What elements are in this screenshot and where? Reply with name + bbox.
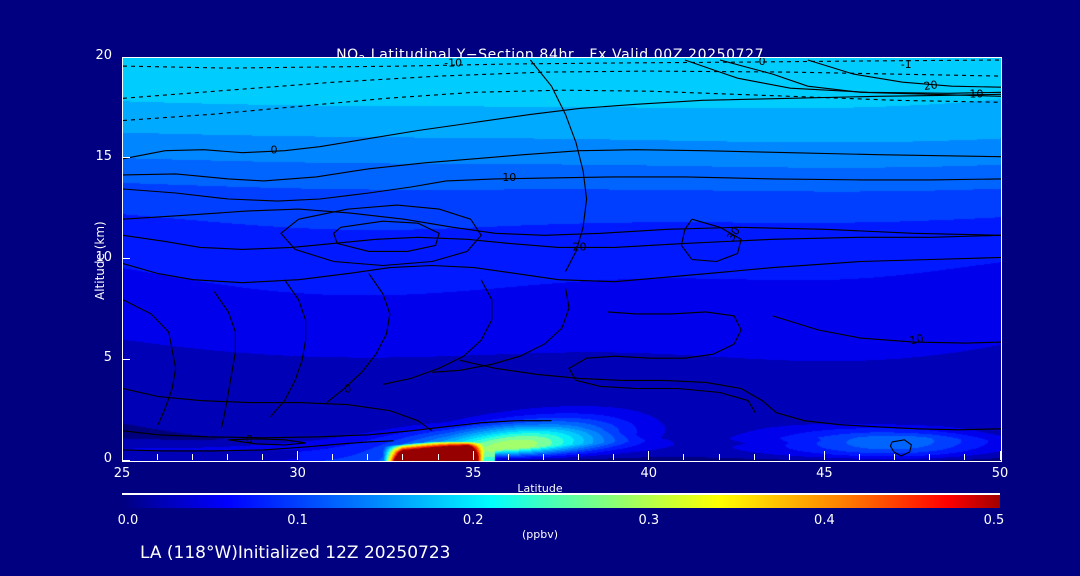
x-axis-tick xyxy=(367,454,369,460)
colorbar-tick-label: 0.1 xyxy=(287,513,308,528)
contour-line xyxy=(123,387,433,432)
contour-line xyxy=(382,279,493,385)
x-axis-title: Latitude xyxy=(517,482,563,495)
x-axis-tick xyxy=(823,451,825,460)
contour-label: 20 xyxy=(573,240,587,253)
concentration-field xyxy=(123,58,1001,461)
footer-caption: LA (118°W)Initialized 12Z 20250723 xyxy=(140,543,451,563)
contour-line-negative xyxy=(123,70,1001,99)
x-axis-tick xyxy=(261,454,263,460)
y-axis-tick-label: 20 xyxy=(95,48,112,63)
x-axis-tick-label: 25 xyxy=(113,466,131,481)
contour-line xyxy=(123,299,177,425)
x-axis-tick-label: 45 xyxy=(816,466,833,481)
x-axis-tick xyxy=(648,451,650,460)
contour-line xyxy=(529,59,588,272)
contour-line xyxy=(270,279,307,418)
colorbar-tick-label: 0.0 xyxy=(117,513,139,528)
contour-label: -10 xyxy=(444,57,462,70)
colorbar-units-label: (ppbv) xyxy=(521,528,559,541)
x-axis-tick-label: 40 xyxy=(640,466,658,481)
colorbar-tick-label: 0.4 xyxy=(814,513,835,528)
y-axis-tick-label: 15 xyxy=(95,148,112,164)
contour-label: 10 xyxy=(908,332,924,348)
contour-label: 0 xyxy=(759,57,766,68)
contour-label: 0 xyxy=(271,143,278,156)
y-axis-tick xyxy=(122,157,130,159)
x-axis-tick xyxy=(613,454,615,460)
colorbar xyxy=(122,493,1000,508)
plot-area: -10 -1 0 0 10 10 10 20 20 30 0 0 xyxy=(122,57,1002,462)
y-axis-tick-label: 0 xyxy=(103,451,112,466)
x-axis-tick xyxy=(121,451,123,460)
x-axis-tick xyxy=(718,454,720,460)
contour-line xyxy=(123,440,394,452)
y-axis-tick xyxy=(122,358,130,360)
x-axis-tick-label: 35 xyxy=(464,466,482,481)
colorbar-tick-label: 0.5 xyxy=(983,513,1005,528)
contour-line-negative xyxy=(123,89,1001,122)
x-axis-tick xyxy=(542,454,544,460)
contour-line xyxy=(432,287,570,373)
contour-line xyxy=(807,59,1001,88)
contour-label: 10 xyxy=(502,171,516,184)
contour-line xyxy=(123,93,1001,160)
contour-line xyxy=(333,220,440,252)
y-axis-tick xyxy=(122,56,130,58)
y-axis-tick-label: 10 xyxy=(95,249,112,265)
contour-line xyxy=(326,273,391,404)
colorbar-tick-label: 0.3 xyxy=(638,513,660,528)
x-axis-tick xyxy=(753,454,755,460)
x-axis-tick xyxy=(578,454,580,460)
contour-line xyxy=(213,291,236,429)
contour-line xyxy=(680,218,742,263)
x-axis-tick xyxy=(894,454,896,460)
contour-label: 20 xyxy=(923,78,939,93)
contour-line xyxy=(123,234,1001,250)
contour-line xyxy=(460,359,1001,431)
contour-label: -1 xyxy=(901,58,912,71)
x-axis-tick xyxy=(297,451,299,460)
contour-line xyxy=(568,311,756,413)
x-axis-tick xyxy=(332,454,334,460)
x-axis-tick xyxy=(226,454,228,460)
x-axis-tick xyxy=(683,454,685,460)
contour-line xyxy=(123,208,1001,236)
x-axis-tick xyxy=(964,454,966,460)
colorbar-top-rule xyxy=(122,493,1000,495)
y-axis-tick xyxy=(122,258,130,259)
contour-line xyxy=(280,204,482,267)
x-axis-tick xyxy=(156,454,158,460)
y-axis-tick-label: 5 xyxy=(103,350,112,366)
x-axis-tick xyxy=(191,454,193,460)
colorbar-gradient xyxy=(122,495,1000,508)
x-axis-tick xyxy=(437,454,439,460)
contour-line xyxy=(123,176,1001,202)
x-axis-tick-label: 30 xyxy=(289,466,306,481)
contour-line xyxy=(684,59,1001,94)
x-axis-tick xyxy=(472,451,474,460)
y-axis-tick xyxy=(122,459,130,461)
x-axis-tick-label: 50 xyxy=(991,466,1009,481)
x-axis-tick xyxy=(507,454,509,460)
contour-label: 10 xyxy=(969,87,983,100)
contour-line xyxy=(772,315,1001,344)
contour-line-negative xyxy=(123,59,1001,69)
x-axis-tick xyxy=(788,454,790,460)
x-axis-tick xyxy=(402,454,404,460)
contour-line xyxy=(719,59,1001,97)
colorbar-tick-label: 0.2 xyxy=(462,513,484,528)
contour-line xyxy=(889,439,913,457)
contour-line xyxy=(123,420,552,439)
x-axis-tick xyxy=(929,454,931,460)
x-axis-tick xyxy=(999,451,1001,460)
contour-label: 0 xyxy=(343,382,352,396)
contour-line xyxy=(123,256,1001,284)
x-axis-tick xyxy=(859,454,861,460)
contour-line xyxy=(228,438,306,446)
contour-label: 0 xyxy=(246,433,253,446)
contour-line xyxy=(123,149,1001,182)
